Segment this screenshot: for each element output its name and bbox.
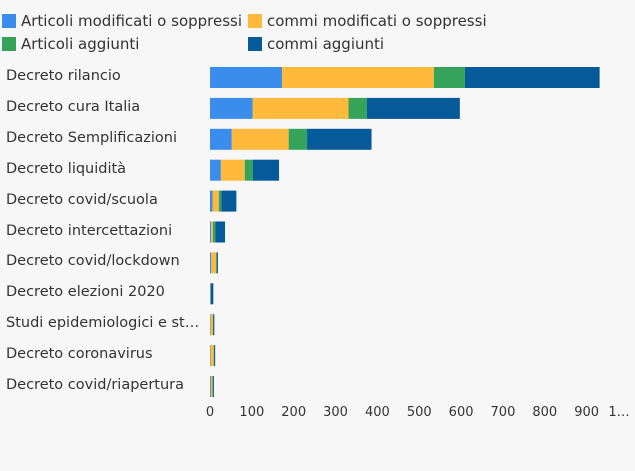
- bar-segment[interactable]: [210, 252, 212, 274]
- bar-segment[interactable]: [252, 97, 349, 119]
- bar-segment[interactable]: [213, 314, 215, 336]
- legend-item-articoli-aggiunti[interactable]: Articoli aggiunti: [2, 35, 139, 53]
- bar-segment[interactable]: [210, 283, 214, 305]
- bar-segment[interactable]: [212, 376, 214, 397]
- bar-segment[interactable]: [244, 159, 253, 181]
- legend-item-commi-aggiunti[interactable]: commi aggiunti: [248, 35, 384, 53]
- legend-label: commi aggiunti: [267, 35, 385, 53]
- bar-segment[interactable]: [210, 221, 212, 243]
- bar-segment[interactable]: [464, 67, 600, 88]
- legend-label: Articoli modificati o soppressi: [21, 12, 243, 30]
- bar-segment[interactable]: [210, 345, 214, 367]
- x-tick-label: 400: [364, 405, 390, 420]
- bar-segment[interactable]: [210, 376, 213, 397]
- legend-label: commi modificati o soppressi: [267, 12, 487, 30]
- bar-segment[interactable]: [252, 159, 280, 181]
- legend-item-articoli-modificati[interactable]: Articoli modificati o soppressi: [2, 12, 242, 30]
- bar-segment[interactable]: [288, 128, 308, 150]
- bar-segment[interactable]: [210, 314, 213, 336]
- bar-segment[interactable]: [214, 345, 216, 367]
- x-tick-label: 100: [239, 405, 265, 420]
- x-tick-label: 1…: [608, 405, 630, 420]
- bar-segment[interactable]: [307, 128, 372, 150]
- legend-label: Articoli aggiunti: [21, 35, 140, 53]
- bar-segment[interactable]: [210, 67, 282, 88]
- x-tick-label: 300: [323, 405, 348, 420]
- legend-swatch: [2, 37, 16, 51]
- bar-segment[interactable]: [221, 190, 237, 212]
- legend-swatch: [248, 14, 262, 28]
- x-tick-label: 200: [281, 405, 307, 420]
- x-tick-label: 800: [532, 405, 558, 420]
- x-tick-label: 900: [574, 405, 600, 420]
- bar-segment[interactable]: [211, 252, 217, 274]
- bar-segment[interactable]: [210, 159, 221, 181]
- bar-segment[interactable]: [211, 221, 213, 243]
- bar-segment[interactable]: [210, 128, 232, 150]
- bar-segment[interactable]: [433, 67, 465, 88]
- bar-segment[interactable]: [366, 97, 460, 119]
- bar-segment[interactable]: [281, 67, 434, 88]
- x-tick-label: 600: [448, 405, 474, 420]
- bar-segment[interactable]: [210, 190, 213, 212]
- bar-segment[interactable]: [215, 221, 226, 243]
- bar-segment[interactable]: [216, 252, 218, 274]
- x-tick-label: 700: [490, 405, 516, 420]
- bar-segment[interactable]: [220, 159, 245, 181]
- bar-segment[interactable]: [348, 97, 367, 119]
- bar-segment[interactable]: [210, 97, 253, 119]
- x-tick-label: 0: [205, 405, 215, 420]
- bar-segment[interactable]: [231, 128, 289, 150]
- legend-swatch: [2, 14, 16, 28]
- x-tick-label: 500: [406, 405, 432, 420]
- bar-segment[interactable]: [210, 376, 211, 397]
- bar-segment[interactable]: [212, 221, 216, 243]
- legend-item-commi-modificati[interactable]: commi modificati o soppressi: [248, 12, 487, 30]
- legend-swatch: [248, 37, 262, 51]
- bar-segment[interactable]: [218, 190, 222, 212]
- bar-segment[interactable]: [212, 190, 219, 212]
